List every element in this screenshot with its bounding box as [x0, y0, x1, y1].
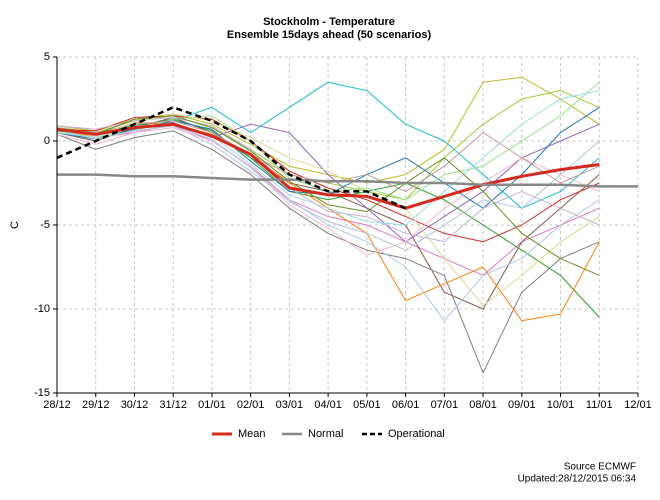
series-line	[57, 173, 638, 188]
x-tick-label: 30/12	[121, 399, 149, 411]
source: Source ECMWF	[564, 462, 636, 473]
x-tick-label: 05/01	[353, 399, 381, 411]
x-tick-label: 31/12	[159, 399, 187, 411]
y-tick-label: 0	[44, 135, 50, 147]
scenario-line	[56, 113, 600, 307]
x-tick-label: 08/01	[469, 399, 497, 411]
x-tick-label: 04/01	[314, 399, 342, 411]
series-line	[56, 106, 407, 210]
scenario-line	[56, 115, 600, 243]
scenario-line	[56, 115, 600, 276]
x-tick-label: 09/01	[508, 399, 536, 411]
scenario-line	[56, 127, 600, 256]
legend-label: Mean	[238, 428, 266, 440]
y-tick-label: -15	[34, 387, 50, 399]
x-tick-label: 02/01	[237, 399, 265, 411]
x-tick-label: 07/01	[431, 399, 459, 411]
legend: Mean Normal Operational	[212, 428, 445, 440]
x-tick-label: 28/12	[43, 399, 71, 411]
x-tick-label: 11/01	[586, 399, 613, 411]
scenario-line	[56, 123, 600, 276]
scenario-line	[56, 130, 600, 374]
x-tick-label: 01/01	[198, 399, 226, 411]
scenario-line	[56, 125, 600, 251]
chart-subtitle: Ensemble 15days ahead (50 scenarios)	[227, 29, 432, 41]
grid	[56, 56, 639, 394]
scenario-line	[56, 120, 600, 192]
legend-label: Normal	[308, 428, 343, 440]
y-tick-label: -10	[34, 303, 50, 315]
scenario-line	[56, 118, 600, 318]
y-tick-label: 5	[44, 51, 50, 63]
y-axis-label: C	[9, 221, 21, 229]
y-tick-label: -5	[40, 219, 50, 231]
x-tick-label: 06/01	[392, 399, 420, 411]
x-tick-label: 03/01	[276, 399, 304, 411]
axes: -15 -10 -5 0 5 28/12 29/12 30/12 31/12 01/01 02/01…	[34, 51, 652, 411]
chart-title: Stockholm - Temperature	[263, 16, 395, 28]
x-tick-label: 10/01	[547, 399, 575, 411]
x-tick-label: 12/01	[624, 399, 652, 411]
series-line	[56, 122, 600, 210]
lines	[56, 76, 638, 374]
legend-label: Operational	[388, 428, 445, 440]
updated: Updated:28/12/2015 06:34	[518, 474, 637, 485]
x-tick-label: 29/12	[82, 399, 110, 411]
